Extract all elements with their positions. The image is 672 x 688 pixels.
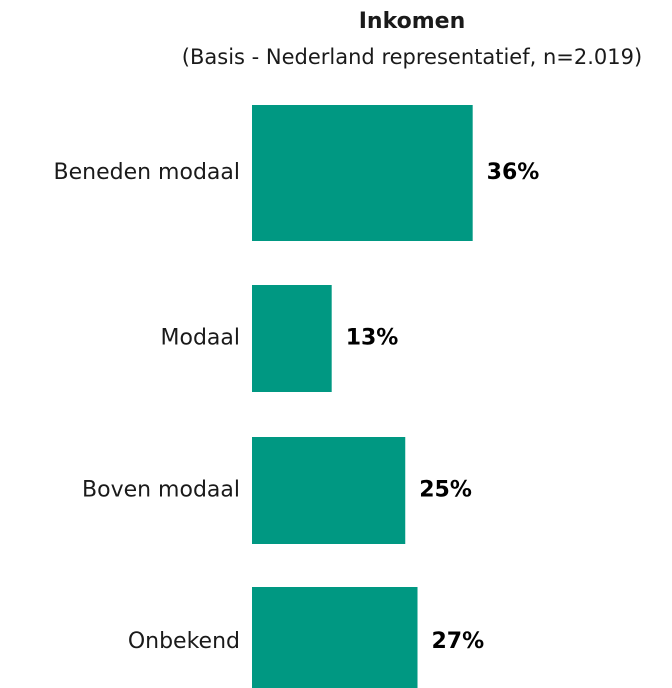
chart-subtitle: (Basis - Nederland representatief, n=2.0… <box>182 45 642 69</box>
value-label: 27% <box>432 629 485 654</box>
category-label: Beneden modaal <box>54 160 240 185</box>
value-label: 13% <box>346 326 399 351</box>
bar <box>252 105 473 241</box>
value-label: 25% <box>419 478 472 503</box>
bar <box>252 437 406 544</box>
category-label: Modaal <box>161 326 240 351</box>
category-label: Onbekend <box>128 629 240 654</box>
bar <box>252 285 332 392</box>
chart-title: Inkomen <box>359 9 466 34</box>
value-label: 36% <box>487 160 540 185</box>
category-label: Boven modaal <box>82 478 240 503</box>
bar <box>252 587 418 688</box>
